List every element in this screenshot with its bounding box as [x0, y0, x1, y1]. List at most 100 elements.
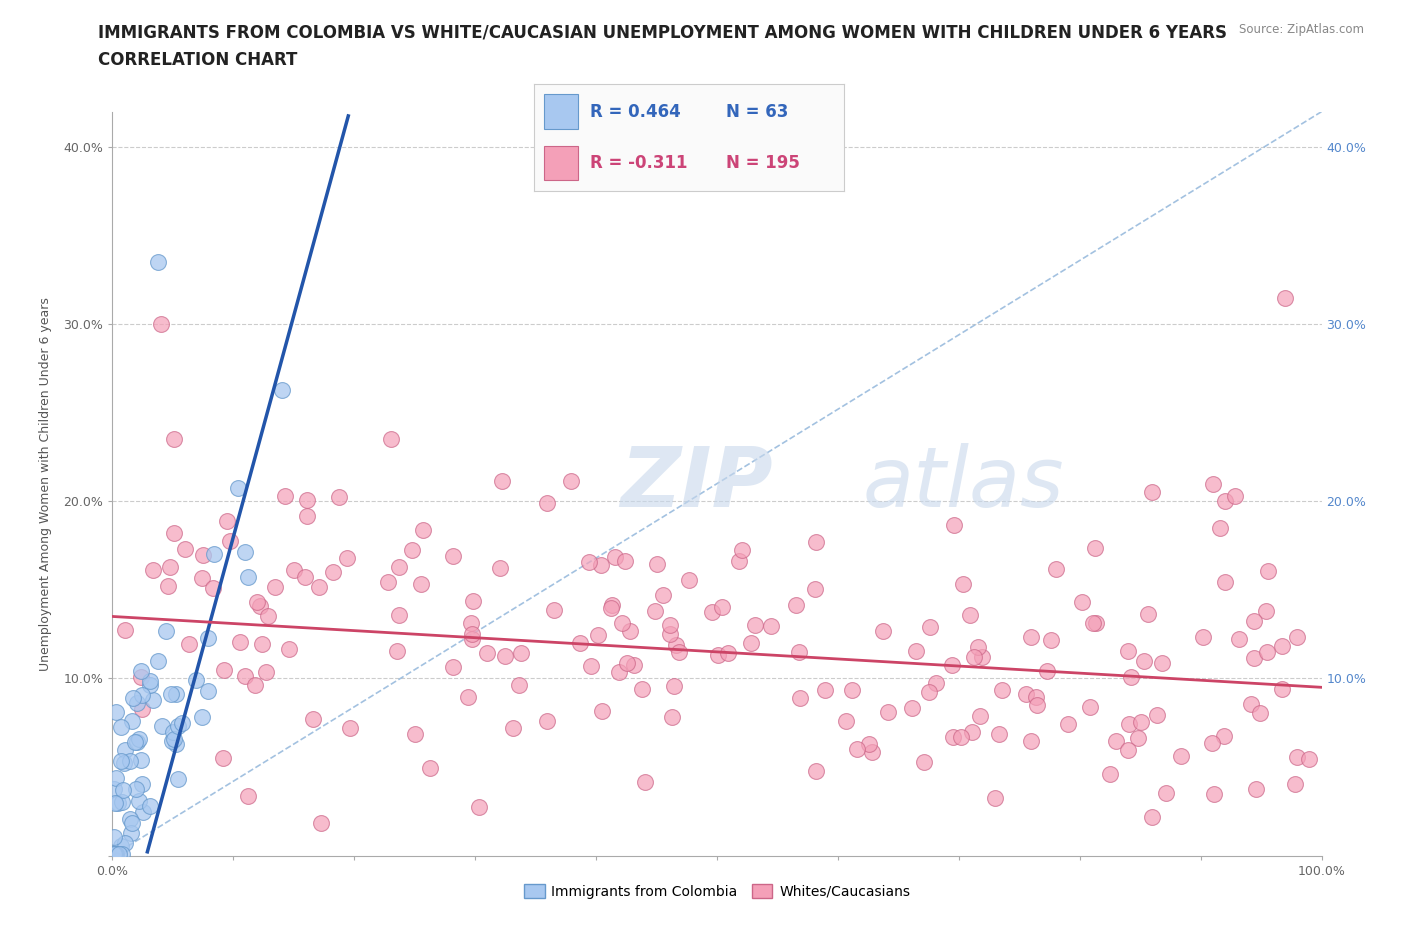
Point — [578, 554, 600, 569]
Point — [388, 608, 411, 623]
Point — [111, 794, 134, 809]
Point — [138, 799, 160, 814]
Point — [1154, 785, 1177, 800]
Point — [159, 560, 181, 575]
Point — [959, 607, 981, 622]
Point — [787, 644, 810, 659]
Point — [591, 558, 613, 573]
Point — [960, 724, 983, 739]
Point — [644, 604, 666, 618]
Point — [1045, 562, 1067, 577]
Point — [105, 705, 128, 720]
FancyBboxPatch shape — [544, 146, 578, 180]
Point — [250, 636, 273, 651]
Point — [142, 692, 165, 707]
Point — [110, 720, 132, 735]
Point — [104, 796, 127, 811]
Point — [270, 382, 292, 397]
Point — [943, 518, 966, 533]
Point — [1298, 751, 1320, 766]
Point — [727, 553, 749, 568]
Point — [860, 744, 883, 759]
Point — [1274, 290, 1296, 305]
Point — [295, 493, 318, 508]
Point — [1137, 607, 1160, 622]
Point — [1243, 614, 1265, 629]
Point — [1257, 564, 1279, 578]
Point — [1040, 632, 1063, 647]
Point — [731, 543, 754, 558]
Point — [1133, 654, 1156, 669]
Point — [165, 687, 187, 702]
Point — [633, 775, 655, 790]
Point — [1084, 541, 1107, 556]
Point — [246, 594, 269, 609]
Point — [129, 670, 152, 684]
Legend: Immigrants from Colombia, Whites/Caucasians: Immigrants from Colombia, Whites/Caucasi… — [519, 879, 915, 905]
Point — [536, 496, 558, 511]
Point — [110, 846, 132, 861]
Point — [142, 563, 165, 578]
Point — [105, 846, 128, 861]
Point — [1083, 616, 1105, 631]
Point — [191, 570, 214, 585]
Point — [905, 644, 928, 658]
Point — [120, 826, 142, 841]
Text: Source: ZipAtlas.com: Source: ZipAtlas.com — [1239, 23, 1364, 36]
Text: IMMIGRANTS FROM COLOMBIA VS WHITE/CAUCASIAN UNEMPLOYMENT AMONG WOMEN WITH CHILDR: IMMIGRANTS FROM COLOMBIA VS WHITE/CAUCAS… — [98, 23, 1227, 41]
Point — [1140, 809, 1163, 824]
Point — [925, 675, 948, 690]
Point — [1170, 749, 1192, 764]
Point — [128, 793, 150, 808]
Point — [377, 575, 399, 590]
Point — [103, 846, 125, 861]
Point — [984, 790, 1007, 805]
Point — [112, 756, 135, 771]
Point — [139, 678, 162, 693]
Point — [380, 432, 402, 446]
Point — [952, 577, 974, 591]
Point — [845, 741, 868, 756]
Point — [166, 718, 188, 733]
Point — [969, 709, 991, 724]
Point — [1286, 629, 1309, 644]
Point — [257, 609, 280, 624]
Point — [254, 665, 277, 680]
Point — [659, 627, 682, 642]
Point — [717, 645, 740, 660]
Point — [1271, 638, 1294, 653]
Point — [467, 800, 489, 815]
Point — [789, 690, 811, 705]
Point — [1150, 656, 1173, 671]
Point — [835, 713, 858, 728]
Point — [536, 713, 558, 728]
Point — [308, 580, 330, 595]
Point — [586, 628, 609, 643]
Point — [401, 542, 423, 557]
Point — [104, 846, 127, 861]
Point — [970, 650, 993, 665]
Point — [457, 690, 479, 705]
Point — [461, 593, 484, 608]
Point — [1146, 708, 1168, 723]
Point — [1084, 616, 1107, 631]
Point — [1099, 767, 1122, 782]
Point — [127, 735, 149, 750]
Point — [664, 679, 686, 694]
Point — [215, 514, 238, 529]
Point — [103, 830, 125, 844]
Point — [1244, 781, 1267, 796]
Text: CORRELATION CHART: CORRELATION CHART — [98, 51, 298, 69]
Point — [665, 637, 688, 652]
Point — [1071, 594, 1094, 609]
Point — [148, 255, 170, 270]
Point — [1213, 575, 1236, 590]
Point — [678, 573, 700, 588]
Point — [226, 481, 249, 496]
Point — [202, 580, 225, 595]
Point — [167, 772, 190, 787]
Point — [295, 509, 318, 524]
Point — [804, 764, 827, 778]
Point — [963, 649, 986, 664]
Point — [1271, 682, 1294, 697]
